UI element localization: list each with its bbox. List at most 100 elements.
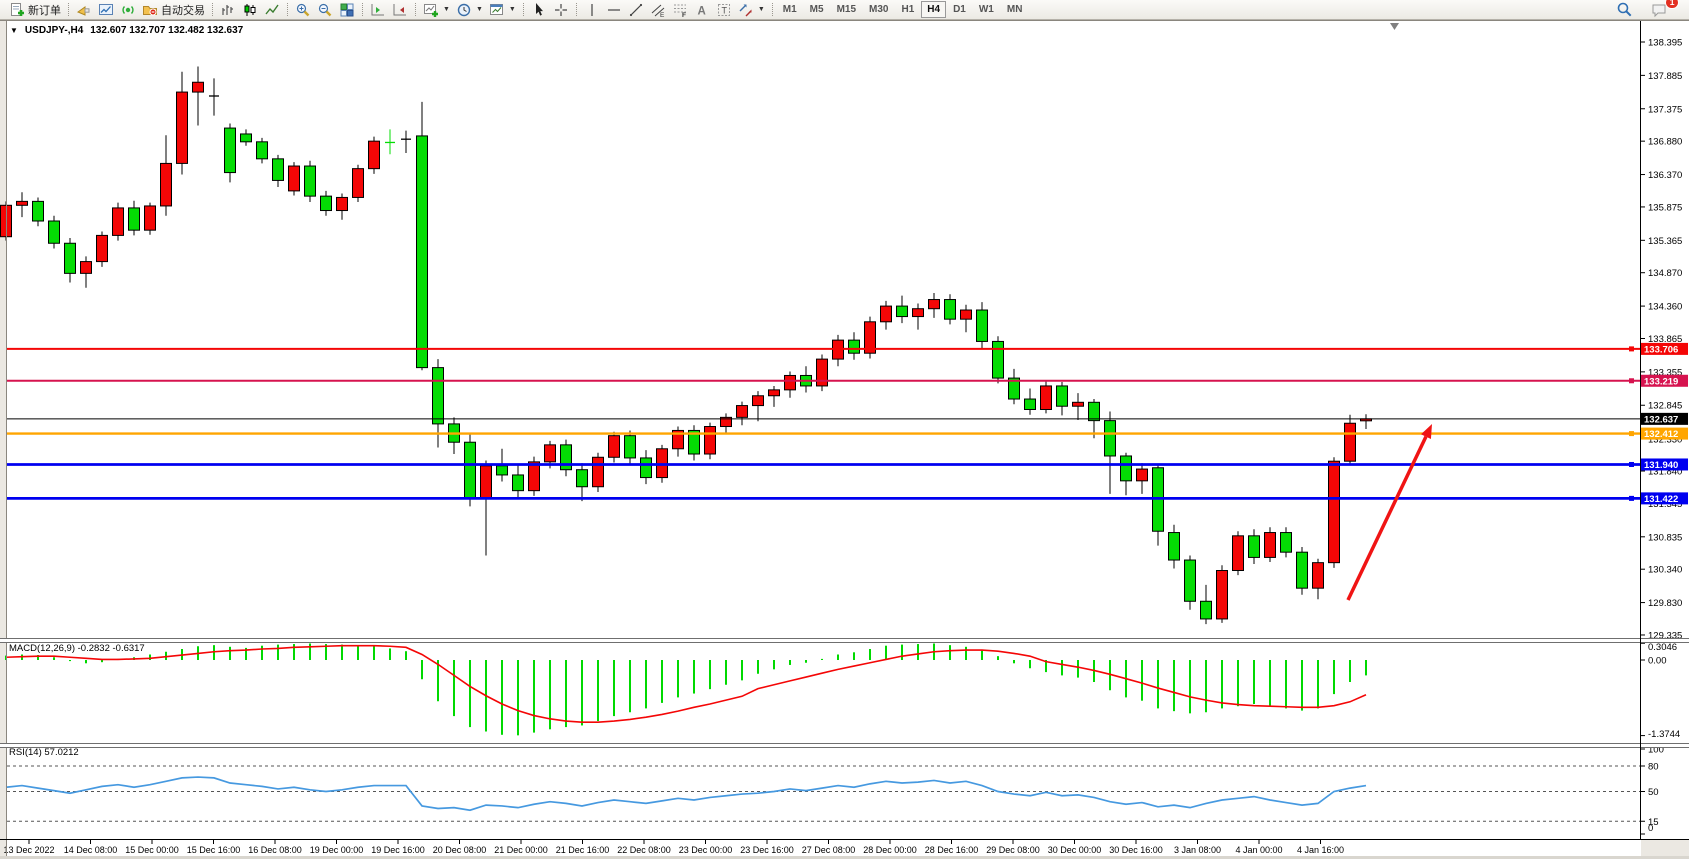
- notification-badge: 1: [1665, 0, 1679, 9]
- candle-body: [912, 308, 924, 318]
- time-label: 19 Dec 00:00: [310, 845, 364, 855]
- auto-trading-label: 自动交易: [161, 4, 205, 17]
- text-label-button[interactable]: T: [713, 1, 735, 19]
- market-watch-button[interactable]: [95, 1, 117, 19]
- new-order-label: 新订单: [28, 4, 61, 17]
- hline-anchor: [1629, 461, 1634, 467]
- fibonacci-button[interactable]: F: [669, 1, 691, 19]
- pane-separator[interactable]: [0, 743, 1689, 747]
- cursor-button[interactable]: [528, 1, 550, 19]
- templates-button[interactable]: ▼: [486, 1, 519, 19]
- chart-title-bar: ▼ USDJPY-,H4 132.607 132.707 132.482 132…: [10, 25, 243, 36]
- candle-body: [128, 207, 140, 231]
- tile-windows-button[interactable]: [336, 1, 358, 19]
- price-tag: [1641, 458, 1688, 471]
- candle-body: [304, 165, 316, 197]
- price-label: 132.845: [1648, 401, 1682, 412]
- time-label: 21 Dec 00:00: [494, 845, 548, 855]
- candle-body: [1296, 551, 1308, 589]
- candle-body: [1264, 532, 1276, 558]
- candle-body: [736, 405, 748, 418]
- timeframe-M30[interactable]: M30: [869, 4, 889, 15]
- price-axis[interactable]: 138.395 137.885 137.375 136.880 136.370 135.8…: [1641, 38, 1682, 642]
- rsi-scale-label: 80: [1648, 762, 1659, 773]
- line-chart-button[interactable]: [261, 1, 283, 19]
- crosshair-button[interactable]: [550, 1, 572, 19]
- time-label: 19 Dec 16:00: [371, 845, 425, 855]
- vertical-line-button[interactable]: [581, 1, 603, 19]
- chart-shift-icon: [371, 3, 384, 15]
- candle-body: [960, 309, 972, 320]
- hline-anchor: [1629, 495, 1634, 501]
- rsi-line: [5, 776, 1367, 812]
- time-label: 16 Dec 08:00: [248, 845, 302, 855]
- signals-button[interactable]: [117, 1, 139, 19]
- chart-autoscroll-button[interactable]: [389, 1, 411, 19]
- hline-anchor: [1629, 346, 1634, 352]
- candlestick-chart-button[interactable]: [239, 1, 261, 19]
- trendline-button[interactable]: [625, 1, 647, 19]
- time-label: 29 Dec 08:00: [986, 845, 1040, 855]
- timeframe-M15[interactable]: M15: [836, 4, 857, 15]
- candle-body: [96, 234, 108, 263]
- new-chart-button[interactable]: ▼: [420, 1, 453, 19]
- auto-trading-button[interactable]: 自动交易: [139, 1, 208, 19]
- arrows-button[interactable]: ▼: [735, 1, 768, 19]
- timeframe-D1[interactable]: D1: [953, 4, 966, 15]
- rsi-scale-label: 100: [1648, 745, 1664, 756]
- chart-shift-button[interactable]: [367, 1, 389, 19]
- candle-body: [336, 196, 348, 212]
- candle-body: [432, 367, 444, 425]
- chevron-down-icon: ▼: [508, 6, 516, 13]
- timeframe-MN[interactable]: MN: [1006, 4, 1023, 15]
- candle-body: [1200, 600, 1212, 620]
- horizontal-line-button[interactable]: [603, 1, 625, 19]
- timeframe-H1[interactable]: H1: [901, 4, 915, 15]
- candle-body: [560, 444, 572, 471]
- new-order-button[interactable]: 新订单: [6, 1, 64, 19]
- macd-indicator-label: MACD(12,26,9) -0.2832 -0.6317: [9, 643, 145, 654]
- separator: [362, 3, 363, 16]
- time-label: 30 Dec 00:00: [1048, 845, 1102, 855]
- candle-body: [176, 91, 188, 164]
- trend-arrow-annotation[interactable]: [1346, 435, 1428, 601]
- candle-body: [464, 441, 476, 500]
- megaphone-button[interactable]: [73, 1, 95, 19]
- svg-text:A: A: [697, 5, 705, 17]
- candle-body: [1040, 385, 1052, 411]
- separator: [68, 3, 69, 16]
- new-order-icon: [11, 2, 24, 16]
- chat-button[interactable]: 1: [1648, 0, 1679, 19]
- fibonacci-icon: F: [673, 4, 686, 18]
- megaphone-icon: [76, 5, 90, 16]
- macd-pane: 0.3046 0.00 -1.3744: [5, 642, 1680, 740]
- text-button[interactable]: A: [691, 1, 713, 19]
- bar-chart-button[interactable]: [217, 1, 239, 19]
- chart-dropdown-icon[interactable]: ▼: [10, 26, 18, 35]
- candle-body: [1168, 532, 1180, 561]
- price-label: 135.365: [1648, 236, 1682, 247]
- hline-anchor: [1629, 378, 1634, 384]
- timeframe-M5[interactable]: M5: [809, 4, 824, 15]
- zoom-out-button[interactable]: [314, 1, 336, 19]
- timeframe-W1[interactable]: W1: [978, 4, 994, 15]
- pane-separator[interactable]: [0, 638, 1689, 642]
- equidistant-channel-button[interactable]: E: [647, 1, 669, 19]
- timeframe-H4[interactable]: H4: [921, 1, 947, 18]
- zoom-in-button[interactable]: [292, 1, 314, 19]
- time-axis[interactable]: 13 Dec 2022 14 Dec 08:00 15 Dec 00:00 15 De…: [3, 840, 1344, 855]
- profiles-button[interactable]: ▼: [453, 1, 486, 19]
- candle-body: [80, 261, 92, 274]
- candle-body: [704, 426, 716, 455]
- timeframe-M1[interactable]: M1: [782, 4, 797, 15]
- trend-arrow-head[interactable]: [1421, 424, 1432, 440]
- candle-body: [272, 158, 284, 181]
- macd-scale-label: 0.00: [1648, 656, 1667, 667]
- price-tag-label: 132.637: [1644, 414, 1678, 425]
- candle-body: [672, 429, 684, 450]
- text-icon: A: [697, 5, 705, 17]
- candle-body: [544, 444, 556, 463]
- search-button[interactable]: [1613, 1, 1636, 19]
